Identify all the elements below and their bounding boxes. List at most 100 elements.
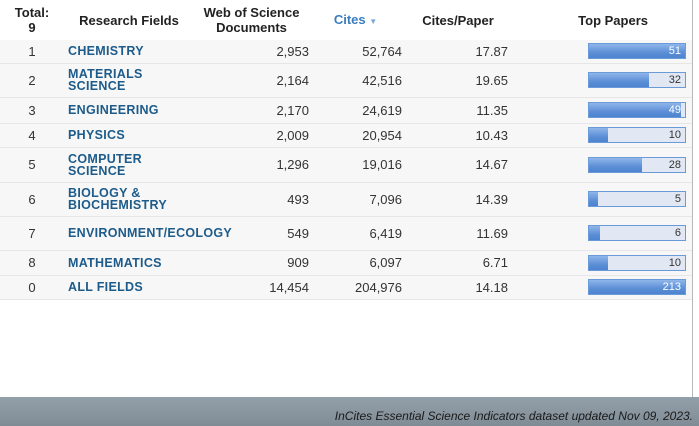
bar-fill <box>589 103 682 117</box>
rank: 5 <box>0 147 64 183</box>
field-link[interactable]: MATHEMATICS <box>64 250 194 276</box>
cites-value: 20,954 <box>309 123 402 148</box>
cites-per-paper-value: 14.67 <box>402 147 514 183</box>
cites-value: 42,516 <box>309 63 402 98</box>
table-row: 8 MATHEMATICS 909 6,097 6.71 10 <box>0 250 692 276</box>
results-panel: Total: 9 Research Fields Web of Science D… <box>0 0 693 397</box>
rank: 7 <box>0 216 64 251</box>
top-papers-bar[interactable]: 51 <box>588 43 686 60</box>
header-cites-per-paper[interactable]: Cites/Paper <box>422 12 494 28</box>
field-link[interactable]: ALL FIELDS <box>64 275 194 300</box>
dataset-updated-note: InCites Essential Science Indicators dat… <box>334 409 693 423</box>
cites-per-paper-value: 11.35 <box>402 97 514 124</box>
top-papers-cell: 10 <box>514 250 692 276</box>
table-row: 3 ENGINEERING 2,170 24,619 11.35 49 <box>0 97 692 124</box>
cites-per-paper-value: 17.87 <box>402 40 514 64</box>
cites-per-paper-value: 14.18 <box>402 275 514 300</box>
top-papers-bar[interactable]: 5 <box>588 191 686 207</box>
field-link[interactable]: PHYSICS <box>64 123 194 148</box>
field-link[interactable]: ENGINEERING <box>64 97 194 124</box>
total-value: 9 <box>28 20 36 35</box>
top-papers-cell: 51 <box>514 40 692 64</box>
top-papers-cell: 6 <box>514 216 692 251</box>
top-papers-bar[interactable]: 213 <box>588 279 686 295</box>
bar-fill <box>589 255 608 270</box>
table-row: 5 COMPUTER SCIENCE 1,296 19,016 14.67 28 <box>0 147 692 183</box>
cites-per-paper-value: 19.65 <box>402 63 514 98</box>
bar-fill <box>589 128 608 142</box>
bar-fill <box>589 44 685 59</box>
cites-label: Cites <box>333 11 366 27</box>
bar-fill <box>589 73 650 87</box>
top-papers-bar[interactable]: 6 <box>588 225 686 241</box>
top-papers-bar[interactable]: 28 <box>588 156 686 173</box>
cites-value: 24,619 <box>309 97 402 124</box>
rank: 2 <box>0 63 64 98</box>
documents-value: 909 <box>194 250 309 276</box>
bar-fill <box>589 280 685 294</box>
field-link[interactable]: COMPUTER SCIENCE <box>64 147 194 183</box>
bar-fill <box>589 192 599 206</box>
rank: 0 <box>0 275 64 300</box>
top-papers-bar[interactable]: 49 <box>588 102 686 118</box>
documents-value: 2,009 <box>194 123 309 148</box>
total-label: Total: <box>14 5 50 20</box>
cites-value: 204,976 <box>309 275 402 300</box>
documents-value: 2,164 <box>194 63 309 98</box>
top-papers-bar[interactable]: 10 <box>588 127 686 143</box>
table-header: Total: 9 Research Fields Web of Science D… <box>0 0 692 40</box>
top-papers-bar[interactable]: 10 <box>588 254 686 271</box>
rank: 3 <box>0 97 64 124</box>
top-papers-cell: 5 <box>514 182 692 217</box>
top-papers-cell: 49 <box>514 97 692 124</box>
top-papers-bar[interactable]: 32 <box>588 72 686 88</box>
top-papers-cell: 10 <box>514 123 692 148</box>
bar-fill <box>589 157 642 172</box>
header-documents[interactable]: Web of Science Documents <box>203 5 300 35</box>
cites-per-paper-value: 11.69 <box>402 216 514 251</box>
top-papers-value: 213 <box>662 281 681 293</box>
documents-value: 14,454 <box>194 275 309 300</box>
caret-down-icon: ▼ <box>369 16 378 26</box>
rank: 1 <box>0 40 64 64</box>
cites-value: 6,419 <box>309 216 402 251</box>
field-link[interactable]: CHEMISTRY <box>64 40 194 64</box>
top-papers-value: 32 <box>668 74 681 86</box>
rank: 8 <box>0 250 64 276</box>
table-row: 7 ENVIRONMENT/ECOLOGY 549 6,419 11.69 6 <box>0 216 692 251</box>
top-papers-value: 5 <box>674 193 681 205</box>
top-papers-cell: 28 <box>514 147 692 183</box>
top-papers-value: 6 <box>674 227 681 239</box>
header-research-fields[interactable]: Research Fields <box>79 12 179 28</box>
header-cites[interactable]: Cites ▼ <box>309 0 402 40</box>
table-row: 6 BIOLOGY & BIOCHEMISTRY 493 7,096 14.39… <box>0 182 692 217</box>
cites-value: 19,016 <box>309 147 402 183</box>
header-top-papers[interactable]: Top Papers <box>578 12 648 28</box>
cites-per-paper-value: 6.71 <box>402 250 514 276</box>
cites-value: 6,097 <box>309 250 402 276</box>
documents-value: 2,170 <box>194 97 309 124</box>
documents-value: 549 <box>194 216 309 251</box>
top-papers-value: 49 <box>668 104 681 116</box>
footer-bar: InCites Essential Science Indicators dat… <box>0 397 699 426</box>
field-link[interactable]: ENVIRONMENT/ECOLOGY <box>64 216 232 251</box>
documents-value: 1,296 <box>194 147 309 183</box>
table-row: 1 CHEMISTRY 2,953 52,764 17.87 51 <box>0 40 692 64</box>
field-link[interactable]: BIOLOGY & BIOCHEMISTRY <box>64 182 194 217</box>
rank: 6 <box>0 182 64 217</box>
top-papers-cell: 32 <box>514 63 692 98</box>
documents-value: 2,953 <box>194 40 309 64</box>
top-papers-value: 10 <box>668 129 681 141</box>
cites-value: 52,764 <box>309 40 402 64</box>
field-link[interactable]: MATERIALS SCIENCE <box>64 63 194 98</box>
total-count: Total: 9 <box>0 0 64 40</box>
top-papers-value: 10 <box>668 256 681 269</box>
research-fields-table: Total: 9 Research Fields Web of Science D… <box>0 0 692 300</box>
bar-fill <box>589 226 601 240</box>
table-row: 2 MATERIALS SCIENCE 2,164 42,516 19.65 3… <box>0 63 692 98</box>
top-papers-value: 51 <box>668 45 681 58</box>
top-papers-cell: 213 <box>514 275 692 300</box>
cites-per-paper-value: 14.39 <box>402 182 514 217</box>
rank: 4 <box>0 123 64 148</box>
top-papers-value: 28 <box>668 158 681 171</box>
